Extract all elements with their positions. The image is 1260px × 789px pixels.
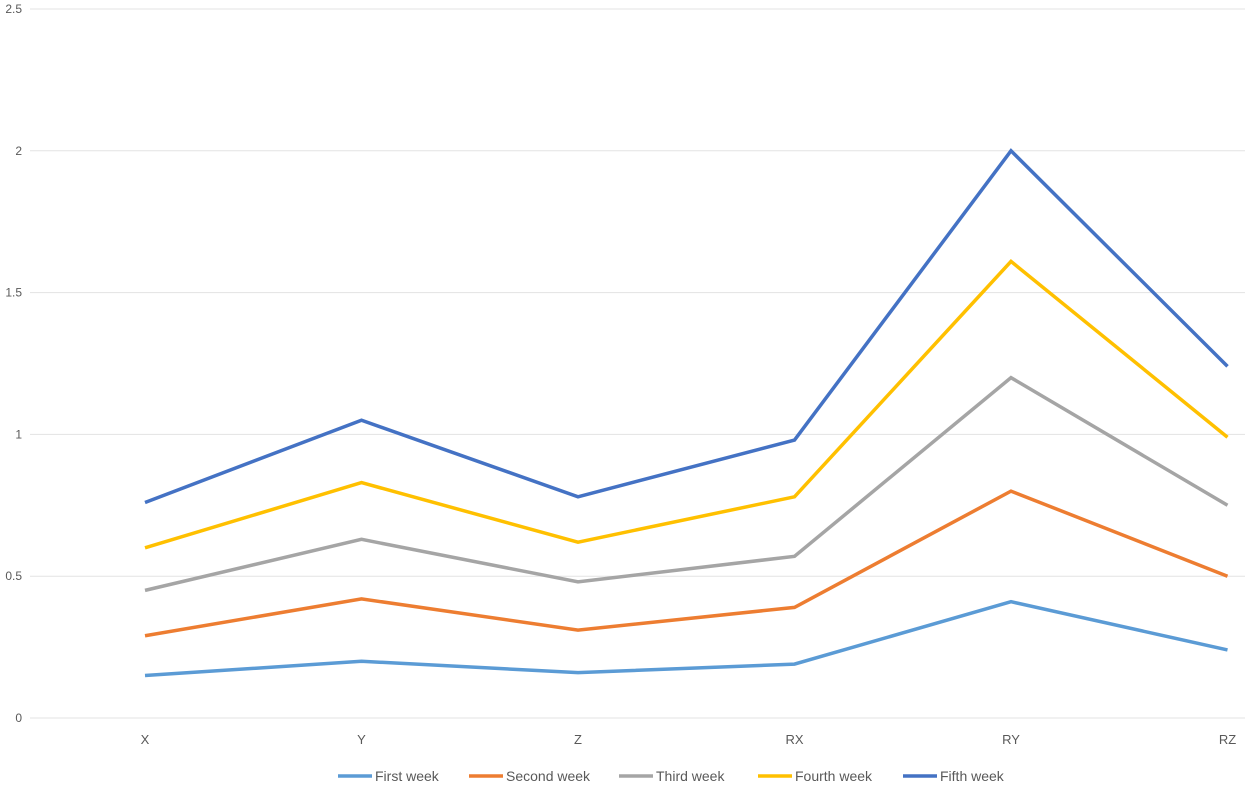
x-category-label: Z [574, 732, 582, 747]
series-line-5 [144, 148, 1229, 505]
y-tick-label: 1.5 [5, 286, 22, 300]
legend-item: First week [338, 768, 440, 784]
x-category-label: Y [357, 732, 366, 747]
series-line-3 [144, 375, 1229, 593]
y-tick-label: 2.5 [5, 2, 22, 16]
x-axis-category-labels: X Y Z RX RY RZ [141, 732, 1237, 747]
legend-item: Third week [619, 768, 725, 784]
gridlines [30, 8, 1245, 719]
x-category-label: RX [785, 732, 803, 747]
y-tick-label: 2 [15, 144, 22, 158]
legend-label: Fifth week [940, 768, 1005, 784]
legend-item: Fourth week [758, 768, 873, 784]
x-category-label: RY [1002, 732, 1020, 747]
x-category-label: RZ [1219, 732, 1236, 747]
y-tick-label: 0.5 [5, 569, 22, 583]
y-tick-label: 0 [15, 711, 22, 725]
legend-item: Fifth week [903, 768, 1005, 784]
legend-label: First week [375, 768, 440, 784]
series-lines [144, 148, 1229, 678]
legend: First week Second week Third week Fourth we… [338, 768, 1005, 784]
series-line-4 [144, 259, 1229, 550]
legend-label: Third week [656, 768, 725, 784]
legend-label: Second week [506, 768, 591, 784]
legend-item: Second week [469, 768, 591, 784]
x-category-label: X [141, 732, 150, 747]
y-tick-label: 1 [15, 427, 22, 441]
y-axis-tick-labels: 0 0.5 1 1.5 2 2.5 [5, 2, 22, 725]
series-line-1 [144, 599, 1228, 678]
legend-label: Fourth week [795, 768, 873, 784]
series-line-2 [144, 489, 1229, 638]
